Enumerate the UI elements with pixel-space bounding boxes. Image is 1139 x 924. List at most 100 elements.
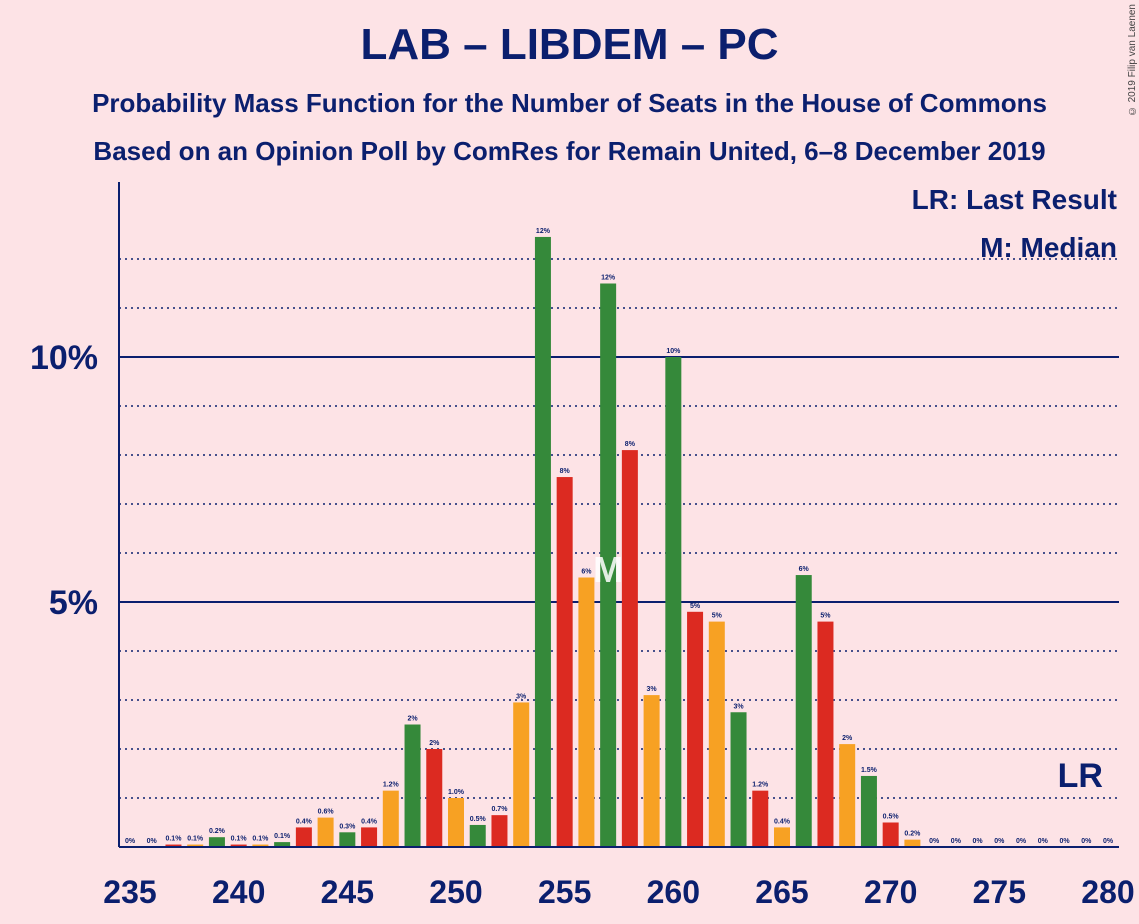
bar [274,842,291,847]
bar [708,621,725,847]
x-tick-label: 270 [864,874,917,910]
data-label: 0.2% [209,828,226,835]
bar [643,695,660,847]
bar [361,827,378,847]
data-label: 0.1% [187,836,204,843]
data-label: 10% [666,348,681,355]
bar [730,712,747,847]
data-label: 0% [973,838,984,845]
bar [860,775,877,847]
bar [621,450,638,847]
data-label: 0% [125,838,136,845]
x-tick-label: 260 [647,874,700,910]
chart-subtitle-2: Based on an Opinion Poll by ComRes for R… [93,136,1046,166]
legend-median: M: Median [980,232,1117,263]
data-label: 6% [799,566,810,573]
bar [795,575,812,847]
data-label: 1.2% [752,782,769,789]
bar [578,577,595,847]
bar [600,283,617,847]
bar [774,827,790,847]
data-label: 0% [1059,838,1070,845]
data-label: 0.1% [274,833,291,840]
x-tick-label: 250 [429,874,482,910]
bar [208,837,225,847]
x-tick-label: 280 [1081,874,1134,910]
bar [904,839,921,847]
data-label: 0% [1103,838,1114,845]
bar [752,790,769,847]
bar [817,621,834,847]
bar [687,611,704,847]
data-label: 0.5% [883,814,900,821]
bar [448,798,464,847]
data-label: 12% [536,228,551,235]
data-label: 6% [581,569,592,576]
legend-last-result: LR: Last Result [911,184,1117,215]
x-tick-label: 245 [321,874,374,910]
data-label: 8% [560,468,571,475]
data-label: 0.2% [904,831,921,838]
bar [556,477,573,847]
data-label: 0% [951,838,962,845]
data-label: 3% [733,703,744,710]
data-label: 0.5% [470,816,487,823]
bar [491,815,508,847]
data-label: 5% [690,603,701,610]
x-tick-label: 265 [755,874,808,910]
bar [339,832,356,847]
data-label: 0.3% [339,823,356,830]
data-label: 2% [429,740,440,747]
bar [317,817,334,847]
data-label: 0.4% [296,818,313,825]
data-label: 0.7% [491,806,508,813]
chart-subtitle-1: Probability Mass Function for the Number… [92,88,1047,118]
data-label: 0.6% [318,809,335,816]
x-tick-label: 255 [538,874,591,910]
data-label: 2% [842,735,853,742]
bar [295,827,312,847]
last-result-marker: LR [1058,757,1103,795]
bar [665,357,682,847]
y-tick-label: 5% [49,584,98,622]
x-tick-label: 240 [212,874,265,910]
bar [534,236,551,847]
bar [165,844,182,847]
data-label: 5% [820,613,831,620]
data-label: 0% [1081,838,1092,845]
bar [839,744,856,847]
bar [404,724,421,847]
data-label: 5% [712,613,723,620]
median-marker: M [593,549,623,590]
data-label: 0.1% [165,836,182,843]
data-label: 2% [407,716,418,723]
bar [426,749,443,847]
data-label: 8% [625,441,636,448]
data-label: 1.0% [448,789,465,796]
data-label: 0.1% [252,836,269,843]
bar [230,844,247,847]
data-label: 3% [516,693,527,700]
data-label: 0% [929,838,940,845]
y-tick-label: 10% [30,339,98,377]
x-tick-label: 275 [973,874,1026,910]
x-tick-label: 235 [103,874,156,910]
data-label: 0% [147,838,158,845]
chart-title: LAB – LIBDEM – PC [360,20,779,69]
bar [513,702,530,847]
data-label: 1.5% [861,767,878,774]
data-label: 0.1% [231,836,248,843]
data-label: 0% [994,838,1005,845]
bar [252,844,269,847]
data-label: 0% [1038,838,1049,845]
data-label: 12% [601,275,616,282]
data-label: 1.2% [383,782,400,789]
data-label: 3% [647,686,658,693]
bar [469,824,486,847]
data-label: 0.4% [361,818,378,825]
bar [882,822,899,847]
data-label: 0.4% [774,818,791,825]
data-label: 0% [1016,838,1027,845]
bar [187,844,204,847]
